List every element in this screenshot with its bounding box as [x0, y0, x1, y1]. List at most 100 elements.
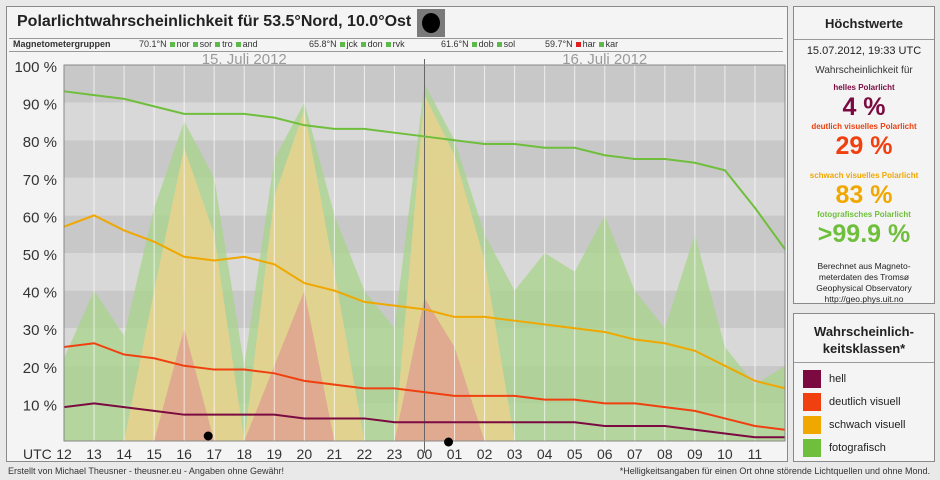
legend-item: hell	[803, 370, 846, 388]
series-line-1	[63, 214, 786, 390]
x-tick-label: 16	[176, 446, 192, 461]
legend-label: hell	[829, 372, 847, 385]
moon-phase-box	[417, 9, 445, 37]
class-label: deutlich visuelles Polarlicht	[811, 122, 917, 131]
y-tick-label: 90 %	[23, 97, 57, 114]
hoechstwerte-note: Berechnet aus Magneto-meterdaten des Tro…	[794, 261, 934, 305]
station-code: har	[582, 39, 596, 49]
class-value: 29 %	[835, 132, 893, 160]
station-marker	[385, 41, 391, 47]
plot-frame	[63, 64, 786, 442]
y-tick-label: 50 %	[23, 247, 57, 264]
klassen-title-line1: Wahrscheinlich-	[814, 324, 914, 339]
station-code: rvk	[392, 39, 405, 49]
klassen-title: Wahrscheinlich- keitsklassen*	[794, 323, 934, 363]
x-tick-label: 23	[387, 446, 403, 461]
x-tick-label: 13	[86, 446, 102, 461]
chart-panel: Polarlichtwahrscheinlichkeit für 53.5°No…	[6, 6, 788, 462]
note-line: http://geo.phys.uit.no	[824, 294, 904, 304]
series-line-0	[63, 90, 786, 250]
group-2: 61.6°N dob sol	[441, 39, 515, 49]
y-tick-label: 60 %	[23, 209, 57, 226]
station-marker	[496, 41, 502, 47]
y-tick-label: 70 %	[23, 172, 57, 189]
station-code: and	[242, 39, 258, 49]
hoechstwerte-panel: Höchstwerte 15.07.2012, 19:33 UTC Wahrsc…	[793, 6, 935, 304]
x-tick-label: 22	[357, 446, 373, 461]
group-3: 59.7°N har kar	[545, 39, 618, 49]
station-marker	[360, 41, 366, 47]
group-0: 70.1°N nor sor tro and	[139, 39, 258, 49]
legend-swatch	[803, 393, 821, 411]
x-tick-label: 03	[507, 446, 523, 461]
legend-item: deutlich visuell	[803, 393, 901, 411]
note-line: Berechnet aus Magneto-	[817, 261, 911, 271]
x-tick-label: 11	[748, 446, 763, 461]
group-lat: 61.6°N	[441, 39, 469, 49]
class-label: helles Polarlicht	[833, 83, 895, 92]
note-line: meterdaten des Tromsø	[818, 272, 910, 282]
station-marker	[471, 41, 477, 47]
station-code: sol	[503, 39, 516, 49]
y-tick-label: 80 %	[23, 134, 57, 151]
x-tick-label: 17	[206, 446, 222, 461]
group-lat: 65.8°N	[309, 39, 337, 49]
probability-chart: 10 % 20 % 30 % 40 % 50 % 60 % 70 % 80 % 90 % 100 …	[14, 51, 786, 461]
x-tick-label: 04	[537, 446, 553, 461]
series-line-3	[63, 402, 785, 439]
y-tick-label: 30 %	[23, 322, 57, 339]
date-label: 16. Juli 2012	[562, 51, 647, 68]
x-tick-label: 01	[447, 446, 463, 461]
y-tick-label: 20 %	[23, 360, 57, 377]
group-lat: 70.1°N	[139, 39, 167, 49]
x-tick-label: 18	[236, 446, 252, 461]
station-marker	[235, 41, 241, 47]
station-code: kar	[605, 39, 619, 49]
class-label: fotografisches Polarlicht	[817, 210, 911, 219]
klassen-panel: Wahrscheinlich- keitsklassen* hell deutli…	[793, 313, 935, 462]
station-code: don	[367, 39, 383, 49]
station-marker	[339, 41, 345, 47]
station-code: dob	[478, 39, 494, 49]
note-line: Geophysical Observatory	[816, 283, 912, 293]
x-tick-label: 14	[116, 446, 132, 461]
x-tick-label: 20	[297, 446, 313, 461]
class-value: 4 %	[842, 93, 886, 121]
group-1: 65.8°N jck don rvk	[309, 39, 405, 49]
footer-credit: Erstellt von Michael Theusner - theusner…	[8, 466, 284, 476]
date-label: 15. Juli 2012	[202, 51, 287, 68]
series-line-2	[63, 342, 786, 431]
class-label: schwach visuelles Polarlicht	[809, 171, 919, 180]
x-tick-label: 19	[267, 446, 283, 461]
station-marker	[215, 41, 221, 47]
footer-note: *Helligkeitsangaben für einen Ort ohne s…	[619, 466, 930, 476]
moon-marker	[444, 437, 454, 447]
chart-title: Polarlichtwahrscheinlichkeit für 53.5°No…	[17, 13, 412, 30]
legend-item: schwach visuell	[803, 416, 905, 434]
x-tick-label: 05	[567, 446, 583, 461]
x-tick-label: 07	[627, 446, 643, 461]
legend-label: schwach visuell	[829, 418, 906, 431]
legend-label: deutlich visuell	[829, 395, 901, 408]
station-code: tro	[222, 39, 233, 49]
station-code: jck	[346, 39, 358, 49]
class-value: 83 %	[835, 181, 893, 209]
x-tick-label: 08	[657, 446, 673, 461]
x-tick-label: 06	[597, 446, 613, 461]
moon-marker	[203, 431, 213, 441]
hoechstwerte-date: 15.07.2012, 19:33 UTC	[806, 45, 922, 57]
x-tick-label: 21	[327, 446, 343, 461]
station-marker	[192, 41, 198, 47]
x-axis-label: UTC	[23, 446, 52, 461]
x-tick-label: 02	[477, 446, 493, 461]
station-marker	[598, 41, 604, 47]
x-tick-label: 09	[687, 446, 703, 461]
klassen-title-line2: keitsklassen*	[822, 341, 906, 356]
x-tick-label: 00	[417, 446, 433, 461]
legend-swatch	[803, 416, 821, 434]
x-tick-label: 12	[56, 446, 72, 461]
group-lat: 59.7°N	[545, 39, 573, 49]
legend-item: fotografisch	[803, 439, 886, 457]
x-tick-label: 15	[146, 446, 162, 461]
magnetometer-groups: Magnetometergruppen 70.1°N nor sor tro and 65…	[9, 38, 783, 52]
